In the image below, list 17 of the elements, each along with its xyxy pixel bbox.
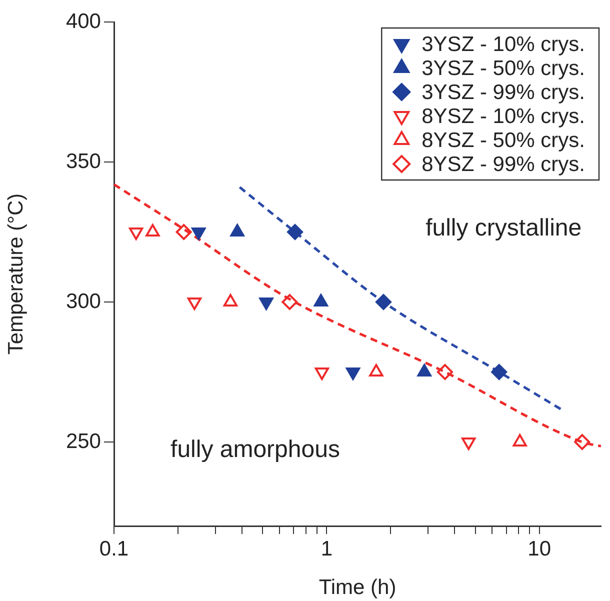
y-tick-label: 400 xyxy=(66,10,101,33)
legend-label: 3YSZ - 10% crys. xyxy=(422,32,586,56)
y-tick-label: 250 xyxy=(66,430,101,453)
annotation: fully amorphous xyxy=(170,436,340,464)
legend-label: 8YSZ - 99% crys. xyxy=(422,152,586,176)
y-tick-label: 300 xyxy=(66,290,101,313)
y-tick-label: 350 xyxy=(66,150,101,173)
x-tick-label: 1 xyxy=(320,537,333,560)
annotation: fully crystalline xyxy=(426,214,582,242)
x-tick-label: 10 xyxy=(528,537,551,560)
legend-label: 8YSZ - 50% crys. xyxy=(422,128,586,152)
x-axis-title: Time (h) xyxy=(318,576,396,600)
legend-label: 3YSZ - 50% crys. xyxy=(422,56,586,80)
x-tick-label: 0.1 xyxy=(99,537,129,560)
y-axis-title: Temperature (°C) xyxy=(4,193,28,355)
legend-label: 8YSZ - 10% crys. xyxy=(422,104,586,128)
legend-label: 3YSZ - 99% crys. xyxy=(422,80,586,104)
